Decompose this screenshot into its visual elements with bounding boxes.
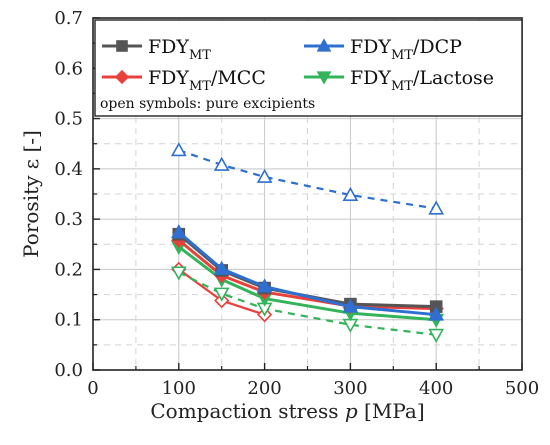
triangle-up-marker [170,142,187,157]
x-tick-label: 100 [162,378,196,399]
series-layer [170,142,445,343]
series-line [178,149,437,210]
legend-label: FDYMT/DCP [350,36,462,63]
triangle-up-marker [342,298,359,313]
legend-label-name: FDY [148,36,189,58]
legend-label: FDYMT/MCC [148,67,266,94]
x-axis-label-var: p [345,399,358,423]
y-tick-label: 0.4 [54,159,83,180]
legend-note: open symbols: pure excipients [100,96,315,112]
triangle-down-marker [170,266,187,281]
legend-label-sub: MT [189,48,211,63]
legend-entry: FDYMT [102,36,211,63]
legend-label-sub: MT [391,79,413,94]
triangle-up-marker [170,224,187,239]
triangle-up-marker [213,260,230,275]
axes: 0.0 0.1 0.2 0.3 0.4 0.5 0.6 0.7 0 100 200 300 400 500… [19,8,539,423]
y-tick-label: 0.7 [54,8,83,29]
triangle-up-marker [256,278,273,293]
square-marker [116,40,128,52]
legend-label: FDYMT/Lactose [350,67,494,94]
legend-entry: FDYMT/MCC [102,67,266,94]
legend-label-suffix: /DCP [413,36,462,58]
triangle-up-marker [342,186,359,202]
legend-label-name: FDY [350,36,391,58]
legend-label-suffix: /Lactose [413,67,494,89]
legend-label-name: FDY [148,67,189,89]
legend-label: FDYMT [148,36,211,63]
triangle-up-marker [213,156,230,171]
series-6 [170,266,445,343]
legend-label-name: FDY [350,67,391,89]
x-axis-label-unit: [MPa] [358,399,425,423]
triangle-down-marker [428,328,445,343]
y-tick-label: 0.2 [54,259,83,280]
x-tick-label: 200 [247,378,281,399]
legend-box [94,19,523,117]
x-tick-label: 400 [419,378,453,399]
series-1 [170,224,445,321]
legend-entry: FDYMT/Lactose [304,67,494,94]
triangle-up-marker [428,306,445,321]
y-axis-label: Porosity ε [-] [19,130,43,258]
y-tick-label: 0.3 [54,209,83,230]
y-tick-label: 0.0 [54,360,83,381]
triangle-up-marker [428,200,445,215]
legend-label-suffix: /MCC [211,67,266,89]
legend-label-sub: MT [189,79,211,94]
triangle-up-marker [316,38,332,52]
y-tick-label: 0.6 [54,58,83,79]
x-tick-label: 300 [333,378,367,399]
x-tick-label: 0 [87,378,98,399]
triangle-down-marker [213,287,230,302]
y-tick-label: 0.5 [54,109,83,130]
series-4 [170,142,445,215]
x-tick-label: 500 [505,378,539,399]
triangle-up-marker [256,168,273,183]
diamond-marker [114,69,130,85]
legend-entry: FDYMT/DCP [304,36,462,63]
x-axis-label: Compaction stress p [MPa] [150,399,424,423]
triangle-down-marker [316,71,332,85]
y-tick-label: 0.1 [54,310,83,331]
legend-label-sub: MT [391,48,413,63]
x-axis-label-text: Compaction stress [150,399,345,423]
